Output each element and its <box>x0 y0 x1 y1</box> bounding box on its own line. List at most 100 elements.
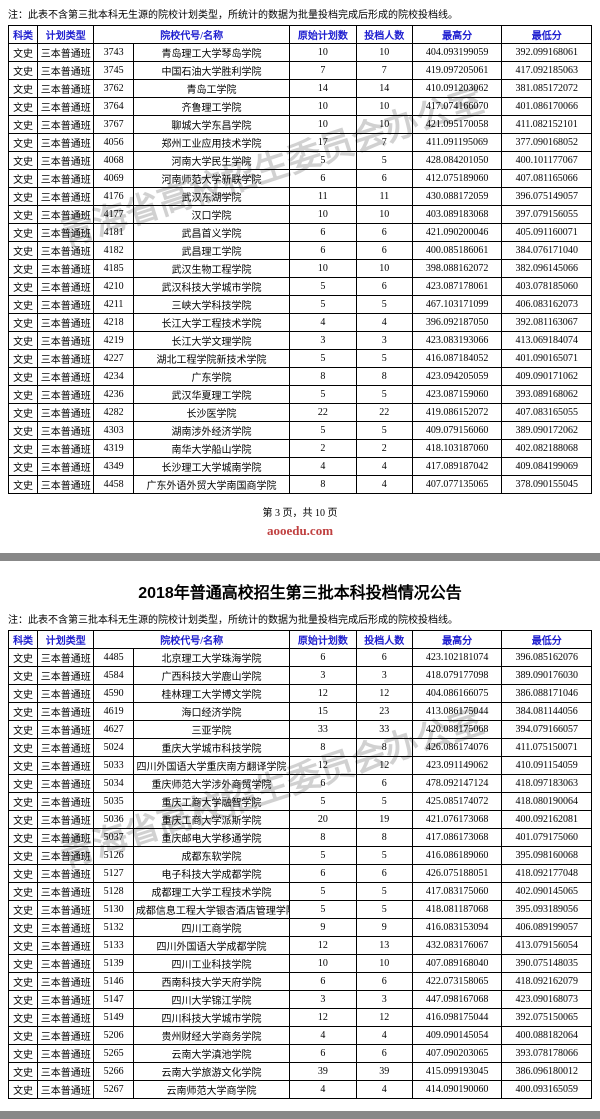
cell: 2 <box>290 440 357 458</box>
cell: 3764 <box>94 98 134 116</box>
table-row: 文史三本普通班4185武汉生物工程学院1010398.088162072382.… <box>9 260 592 278</box>
cell: 416.098175044 <box>412 1009 502 1027</box>
cell: 4211 <box>94 296 134 314</box>
th-subject: 科类 <box>9 631 38 649</box>
cell: 长沙理工大学城南学院 <box>133 458 289 476</box>
cell: 成都东软学院 <box>133 847 289 865</box>
cell: 407.077135065 <box>412 476 502 494</box>
cell: 12 <box>356 685 412 703</box>
table-row: 文史三本普通班4619海口经济学院1523413.086175044384.08… <box>9 703 592 721</box>
cell: 392.081163067 <box>502 314 592 332</box>
cell: 401.086170066 <box>502 98 592 116</box>
cell: 10 <box>356 98 412 116</box>
cell: 5 <box>290 847 357 865</box>
cell: 三本普通班 <box>38 404 94 422</box>
cell: 文史 <box>9 865 38 883</box>
cell: 三本普通班 <box>38 350 94 368</box>
header-row: 科类 计划类型 院校代号/名称 原始计划数 投档人数 最高分 最低分 <box>9 631 592 649</box>
cell: 401.090165071 <box>502 350 592 368</box>
cell: 12 <box>356 1009 412 1027</box>
cell: 文史 <box>9 937 38 955</box>
cell: 5 <box>356 422 412 440</box>
cell: 文史 <box>9 847 38 865</box>
cell: 重庆大学城市科技学院 <box>133 739 289 757</box>
cell: 386.088171046 <box>502 685 592 703</box>
header-row: 科类 计划类型 院校代号/名称 原始计划数 投档人数 最高分 最低分 <box>9 26 592 44</box>
cell: 三本普通班 <box>38 368 94 386</box>
cell: 武汉科技大学城市学院 <box>133 278 289 296</box>
cell: 文史 <box>9 721 38 739</box>
cell: 6 <box>356 973 412 991</box>
cell: 文史 <box>9 883 38 901</box>
cell: 5 <box>356 386 412 404</box>
cell: 文史 <box>9 739 38 757</box>
cell: 4069 <box>94 170 134 188</box>
cell: 三本普通班 <box>38 440 94 458</box>
cell: 4282 <box>94 404 134 422</box>
table-row: 文史三本普通班5132四川工商学院99416.083153094406.0891… <box>9 919 592 937</box>
cell: 文史 <box>9 224 38 242</box>
cell: 377.090168052 <box>502 134 592 152</box>
table-row: 文史三本普通班5024重庆大学城市科技学院88426.086174076411.… <box>9 739 592 757</box>
cell: 400.092162081 <box>502 811 592 829</box>
cell: 广西科技大学鹿山学院 <box>133 667 289 685</box>
cell: 文史 <box>9 116 38 134</box>
table-row: 文史三本普通班4210武汉科技大学城市学院56423.087178061403.… <box>9 278 592 296</box>
cell: 400.093165059 <box>502 1081 592 1099</box>
cell: 421.076173068 <box>412 811 502 829</box>
cell: 6 <box>290 1045 357 1063</box>
cell: 423.087178061 <box>412 278 502 296</box>
cell: 三本普通班 <box>38 134 94 152</box>
cell: 414.090190060 <box>412 1081 502 1099</box>
cell: 文史 <box>9 44 38 62</box>
cell: 407.083165055 <box>502 404 592 422</box>
cell: 418.081187068 <box>412 901 502 919</box>
th-min: 最低分 <box>502 26 592 44</box>
cell: 湖北工程学院新技术学院 <box>133 350 289 368</box>
cell: 三本普通班 <box>38 955 94 973</box>
table-row: 文史三本普通班4181武昌首义学院66421.090200046405.0911… <box>9 224 592 242</box>
cell: 三本普通班 <box>38 458 94 476</box>
cell: 文史 <box>9 476 38 494</box>
table-1: 科类 计划类型 院校代号/名称 原始计划数 投档人数 最高分 最低分 文史三本普… <box>8 25 592 494</box>
cell: 文史 <box>9 919 38 937</box>
cell: 4349 <box>94 458 134 476</box>
cell: 378.090155045 <box>502 476 592 494</box>
cell: 武昌理工学院 <box>133 242 289 260</box>
cell: 10 <box>356 44 412 62</box>
cell: 4 <box>356 1081 412 1099</box>
table-row: 文史三本普通班5127电子科技大学成都学院66426.075188051418.… <box>9 865 592 883</box>
cell: 401.079175060 <box>502 829 592 847</box>
cell: 421.095170058 <box>412 116 502 134</box>
cell: 5 <box>356 793 412 811</box>
cell: 4182 <box>94 242 134 260</box>
cell: 5139 <box>94 955 134 973</box>
cell: 文史 <box>9 775 38 793</box>
cell: 文史 <box>9 703 38 721</box>
cell: 395.093189056 <box>502 901 592 919</box>
table-row: 文史三本普通班4485北京理工大学珠海学院66423.102181074396.… <box>9 649 592 667</box>
cell: 417.086173068 <box>412 829 502 847</box>
cell: 8 <box>290 476 357 494</box>
table-row: 文史三本普通班4218长江大学工程技术学院44396.092187050392.… <box>9 314 592 332</box>
cell: 392.075150065 <box>502 1009 592 1027</box>
cell: 云南师范大学商学院 <box>133 1081 289 1099</box>
cell: 396.075149057 <box>502 188 592 206</box>
cell: 419.086152072 <box>412 404 502 422</box>
cell: 10 <box>356 116 412 134</box>
cell: 5037 <box>94 829 134 847</box>
cell: 4 <box>356 314 412 332</box>
cell: 23 <box>356 703 412 721</box>
cell: 422.073158065 <box>412 973 502 991</box>
cell: 三本普通班 <box>38 721 94 739</box>
cell: 12 <box>290 685 357 703</box>
cell: 430.088172059 <box>412 188 502 206</box>
cell: 5147 <box>94 991 134 1009</box>
cell: 5 <box>290 350 357 368</box>
cell: 4236 <box>94 386 134 404</box>
cell: 5 <box>290 901 357 919</box>
cell: 417.092185063 <box>502 62 592 80</box>
cell: 文史 <box>9 440 38 458</box>
cell: 428.084201050 <box>412 152 502 170</box>
cell: 重庆邮电大学移通学院 <box>133 829 289 847</box>
